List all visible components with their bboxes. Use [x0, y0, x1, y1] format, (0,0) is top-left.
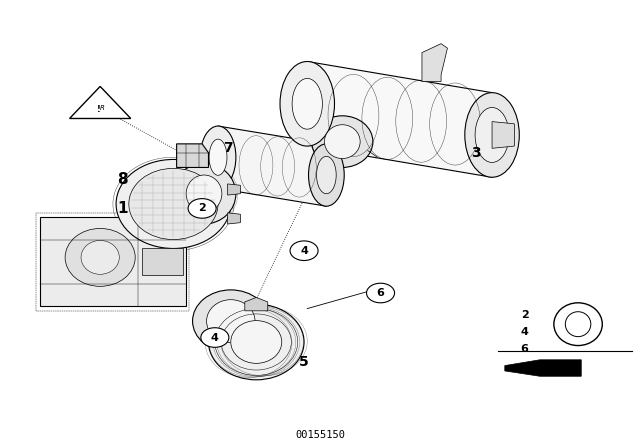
Polygon shape [492, 121, 515, 148]
Ellipse shape [116, 159, 231, 249]
Ellipse shape [308, 144, 344, 206]
Ellipse shape [172, 164, 236, 224]
Polygon shape [141, 249, 183, 275]
Text: 3: 3 [471, 146, 481, 160]
Text: 6: 6 [376, 288, 385, 298]
Ellipse shape [312, 116, 373, 168]
Circle shape [367, 283, 394, 303]
Text: 2: 2 [521, 310, 529, 320]
Circle shape [290, 241, 318, 260]
Text: !: ! [97, 105, 101, 114]
Ellipse shape [193, 290, 269, 352]
Ellipse shape [200, 126, 236, 188]
Ellipse shape [231, 321, 282, 363]
Polygon shape [40, 217, 186, 306]
Ellipse shape [65, 228, 135, 286]
Ellipse shape [209, 139, 227, 175]
Polygon shape [307, 61, 492, 177]
Text: 1: 1 [117, 201, 128, 216]
Text: 4: 4 [300, 246, 308, 256]
Ellipse shape [324, 125, 360, 159]
Polygon shape [245, 297, 268, 311]
Text: R: R [100, 105, 105, 111]
Ellipse shape [565, 312, 591, 336]
Text: 8: 8 [117, 172, 128, 187]
Circle shape [188, 198, 216, 218]
Ellipse shape [207, 300, 255, 342]
Text: 7: 7 [223, 141, 232, 155]
Polygon shape [177, 144, 209, 168]
Ellipse shape [292, 78, 323, 129]
Ellipse shape [209, 304, 304, 380]
Text: 5: 5 [299, 355, 309, 369]
Ellipse shape [317, 156, 336, 194]
Text: 2: 2 [198, 203, 206, 213]
Ellipse shape [129, 168, 218, 240]
Text: 4: 4 [211, 332, 219, 343]
Text: 6: 6 [521, 344, 529, 354]
Circle shape [201, 328, 229, 347]
Ellipse shape [186, 175, 222, 212]
Polygon shape [422, 44, 447, 82]
Polygon shape [218, 126, 326, 206]
Text: 00155150: 00155150 [295, 431, 345, 440]
Polygon shape [70, 86, 131, 118]
Polygon shape [228, 184, 241, 195]
Ellipse shape [465, 93, 519, 177]
Ellipse shape [81, 241, 119, 274]
Text: 4: 4 [521, 327, 529, 337]
Ellipse shape [554, 303, 602, 345]
Polygon shape [228, 213, 241, 224]
Ellipse shape [475, 108, 509, 163]
Polygon shape [505, 360, 581, 376]
Ellipse shape [280, 61, 335, 146]
